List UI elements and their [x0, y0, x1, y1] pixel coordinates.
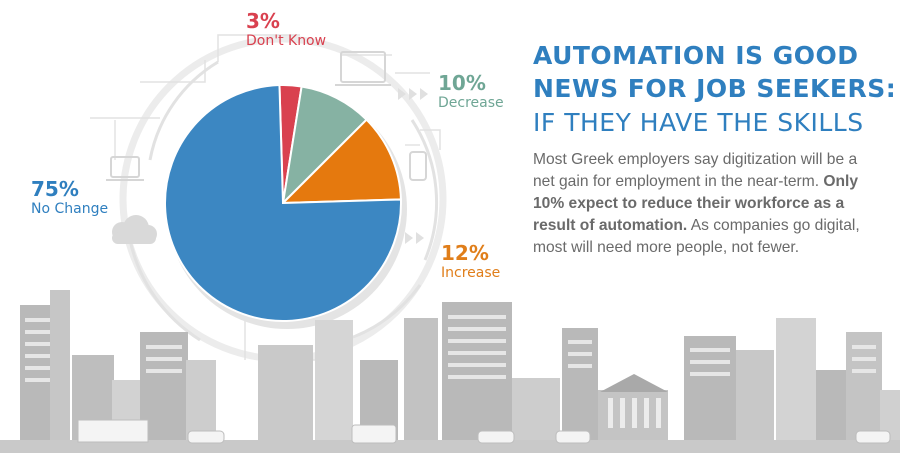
car [187, 430, 225, 444]
headline-line-1: AUTOMATION IS GOOD [533, 41, 859, 70]
slice-category-dont-know: Don't Know [246, 33, 327, 49]
car [855, 430, 891, 444]
building-windows [25, 315, 876, 382]
building [50, 290, 70, 440]
building [880, 390, 900, 440]
vehicles [77, 419, 891, 444]
building [846, 332, 882, 440]
body-text-part-2: As companies go digital, most will need … [533, 217, 860, 256]
car [555, 430, 591, 444]
building [404, 318, 438, 440]
slice-pct-dont-know: 3% [246, 9, 280, 33]
slice-pct-increase: 12% [441, 241, 489, 265]
body-text-part-1: Most Greek employers say digitization wi… [533, 151, 858, 190]
building [442, 302, 512, 440]
building [258, 345, 313, 440]
pie-slice-no-change [164, 84, 402, 322]
truck [77, 419, 149, 443]
slice-label-no-change: 75% No Change [31, 177, 109, 218]
headline-line-3: IF THEY HAVE THE SKILLS [533, 108, 864, 137]
pie-slice-increase [280, 118, 402, 205]
bank-columns [608, 398, 661, 428]
arrow-chevrons-icon [398, 88, 428, 244]
slice-category-no-change: No Change [31, 201, 109, 217]
bank-building [600, 374, 668, 392]
phone-icon [409, 151, 427, 181]
building [315, 320, 353, 440]
monitor-icon [106, 156, 144, 181]
slice-label-dont-know: 3% Don't Know [246, 9, 327, 50]
building [776, 318, 816, 440]
slice-pct-decrease: 10% [438, 71, 486, 95]
car [477, 430, 515, 444]
slice-category-decrease: Decrease [438, 95, 504, 111]
building [736, 350, 774, 440]
headline-line-2: NEWS FOR JOB SEEKERS: [533, 74, 897, 103]
building [20, 305, 55, 440]
body-paragraph: Most Greek employers say digitization wi… [533, 149, 883, 259]
building [816, 370, 846, 440]
laptop-icon [335, 51, 391, 86]
bus [351, 424, 397, 444]
building [562, 328, 598, 440]
cloud-icon [112, 215, 157, 244]
building [684, 336, 736, 440]
slice-label-decrease: 10% Decrease [438, 71, 504, 112]
building [512, 378, 560, 440]
pie-slice-decrease [281, 85, 368, 206]
pie-chart [164, 84, 407, 329]
slice-label-increase: 12% Increase [441, 241, 501, 282]
slice-pct-no-change: 75% [31, 177, 79, 201]
body-text-bold: Only 10% expect to reduce their workforc… [533, 173, 859, 234]
slice-category-increase: Increase [441, 265, 501, 281]
ground [0, 440, 900, 453]
building [186, 360, 216, 440]
